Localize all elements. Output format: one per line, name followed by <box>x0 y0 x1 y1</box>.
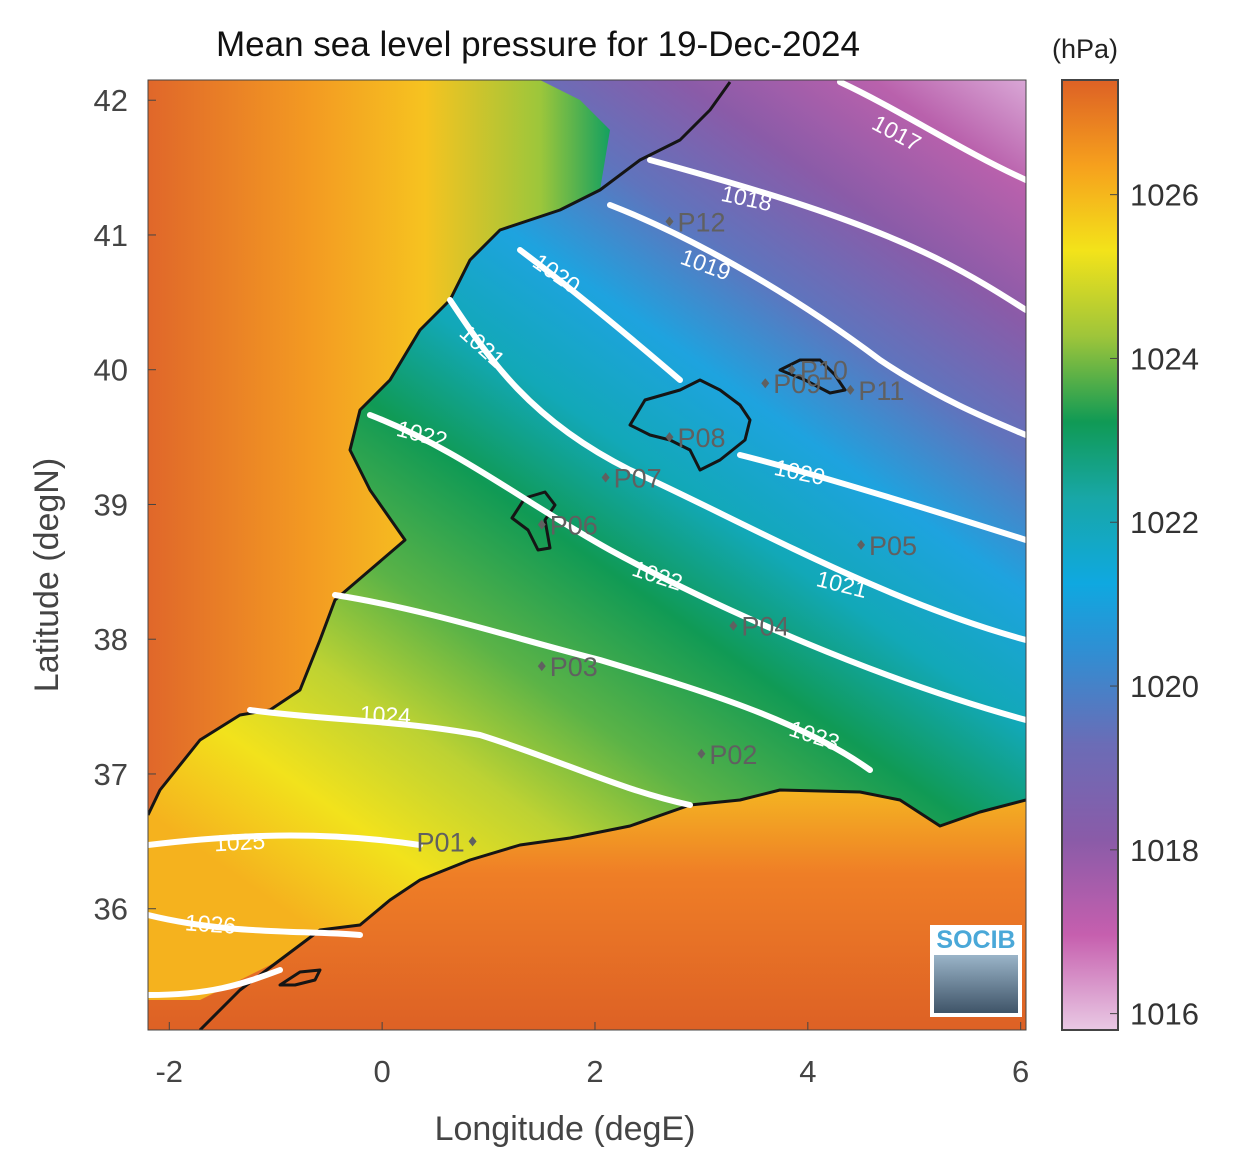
contour-label: 1024 <box>359 701 412 730</box>
colorbar-tick-label: 1016 <box>1130 997 1199 1032</box>
colorbar-tick-label: 1020 <box>1130 669 1199 704</box>
station-label: P08 <box>677 423 725 453</box>
island-alboran <box>278 968 322 987</box>
station-label: P10 <box>800 356 848 386</box>
station-label: P02 <box>709 740 757 770</box>
contour-1021 <box>447 297 1026 643</box>
land-africa <box>148 790 1026 1030</box>
contour-1024 <box>247 707 693 808</box>
station-marker <box>537 519 546 530</box>
contour-1023 <box>332 592 873 773</box>
station-marker <box>761 378 770 389</box>
colorbar-tick-label: 1018 <box>1130 833 1199 868</box>
colorbar-tick-label: 1022 <box>1130 505 1199 540</box>
x-axis-ticks: -2 0 2 4 6 <box>155 1022 1029 1089</box>
contour-label: 1025 <box>213 828 265 857</box>
x-tick-label: 6 <box>1012 1054 1029 1089</box>
contour-1018 <box>647 157 1026 313</box>
station-marker <box>665 432 674 443</box>
island-ibiza <box>510 490 557 552</box>
colorbar-gradient <box>1061 79 1119 1031</box>
y-axis-label: Latitude (degN) <box>28 458 66 692</box>
contour-1026 <box>148 912 363 938</box>
y-tick-label: 39 <box>94 487 128 522</box>
map-frame <box>147 79 1027 1031</box>
station-marker <box>665 216 674 227</box>
contour-1020 <box>517 247 683 383</box>
station-label: P06 <box>550 511 598 541</box>
y-tick-label: 36 <box>94 892 128 927</box>
station-marker <box>468 836 477 847</box>
contour-1025 <box>148 832 423 848</box>
station-marker <box>601 472 610 483</box>
x-tick-label: -2 <box>155 1054 183 1089</box>
station-marker <box>857 539 866 550</box>
station-marker <box>729 620 738 631</box>
contour-1019 <box>607 202 1026 438</box>
y-tick-label: 38 <box>94 622 128 657</box>
x-axis-label: Longitude (degE) <box>435 1110 696 1148</box>
colorbar: (hPa) 1016 1018 1020 1022 1024 1026 <box>1052 34 1199 1032</box>
station-label: P12 <box>677 207 725 237</box>
island-mallorca <box>628 378 752 472</box>
station-label: P03 <box>550 652 598 682</box>
y-tick-label: 40 <box>94 353 128 388</box>
colorbar-unit: (hPa) <box>1052 34 1118 64</box>
station-label: P01 <box>417 827 465 857</box>
contour-1020b <box>737 452 1026 543</box>
x-tick-label: 4 <box>799 1054 816 1089</box>
colorbar-ticks: 1016 1018 1020 1022 1024 1026 <box>1110 178 1199 1032</box>
station-marker <box>846 384 855 395</box>
y-axis-ticks: 36 37 38 39 40 41 42 <box>94 83 156 927</box>
y-tick-label: 42 <box>94 83 128 118</box>
station-marker <box>787 364 796 375</box>
station-label: P05 <box>869 531 917 561</box>
socib-logo: SOCIB <box>930 925 1022 1017</box>
chart-title: Mean sea level pressure for 19-Dec-2024 <box>216 25 860 64</box>
x-tick-label: 0 <box>374 1054 391 1089</box>
contour-1026b <box>148 967 283 998</box>
land-iberia <box>148 80 610 815</box>
colorbar-tick-label: 1024 <box>1130 341 1199 376</box>
contour-1017 <box>837 80 1026 183</box>
map-area: 1017 1018 1019 1020 1020 1021 1021 1022 … <box>148 80 1026 1030</box>
y-tick-label: 41 <box>94 218 128 253</box>
station-marker <box>697 748 706 759</box>
station-label: P07 <box>614 464 662 494</box>
logo-text: SOCIB <box>936 926 1015 954</box>
island-menorca <box>778 358 847 395</box>
station-label: P11 <box>858 376 904 406</box>
station-label: P04 <box>741 612 789 642</box>
station-label: P09 <box>773 369 821 399</box>
station-marker <box>537 661 546 672</box>
x-tick-label: 2 <box>586 1054 603 1089</box>
contour-label: 1026 <box>184 909 237 939</box>
colorbar-tick-label: 1026 <box>1130 178 1199 213</box>
y-tick-label: 37 <box>94 757 128 792</box>
contour-1022 <box>367 412 1026 723</box>
